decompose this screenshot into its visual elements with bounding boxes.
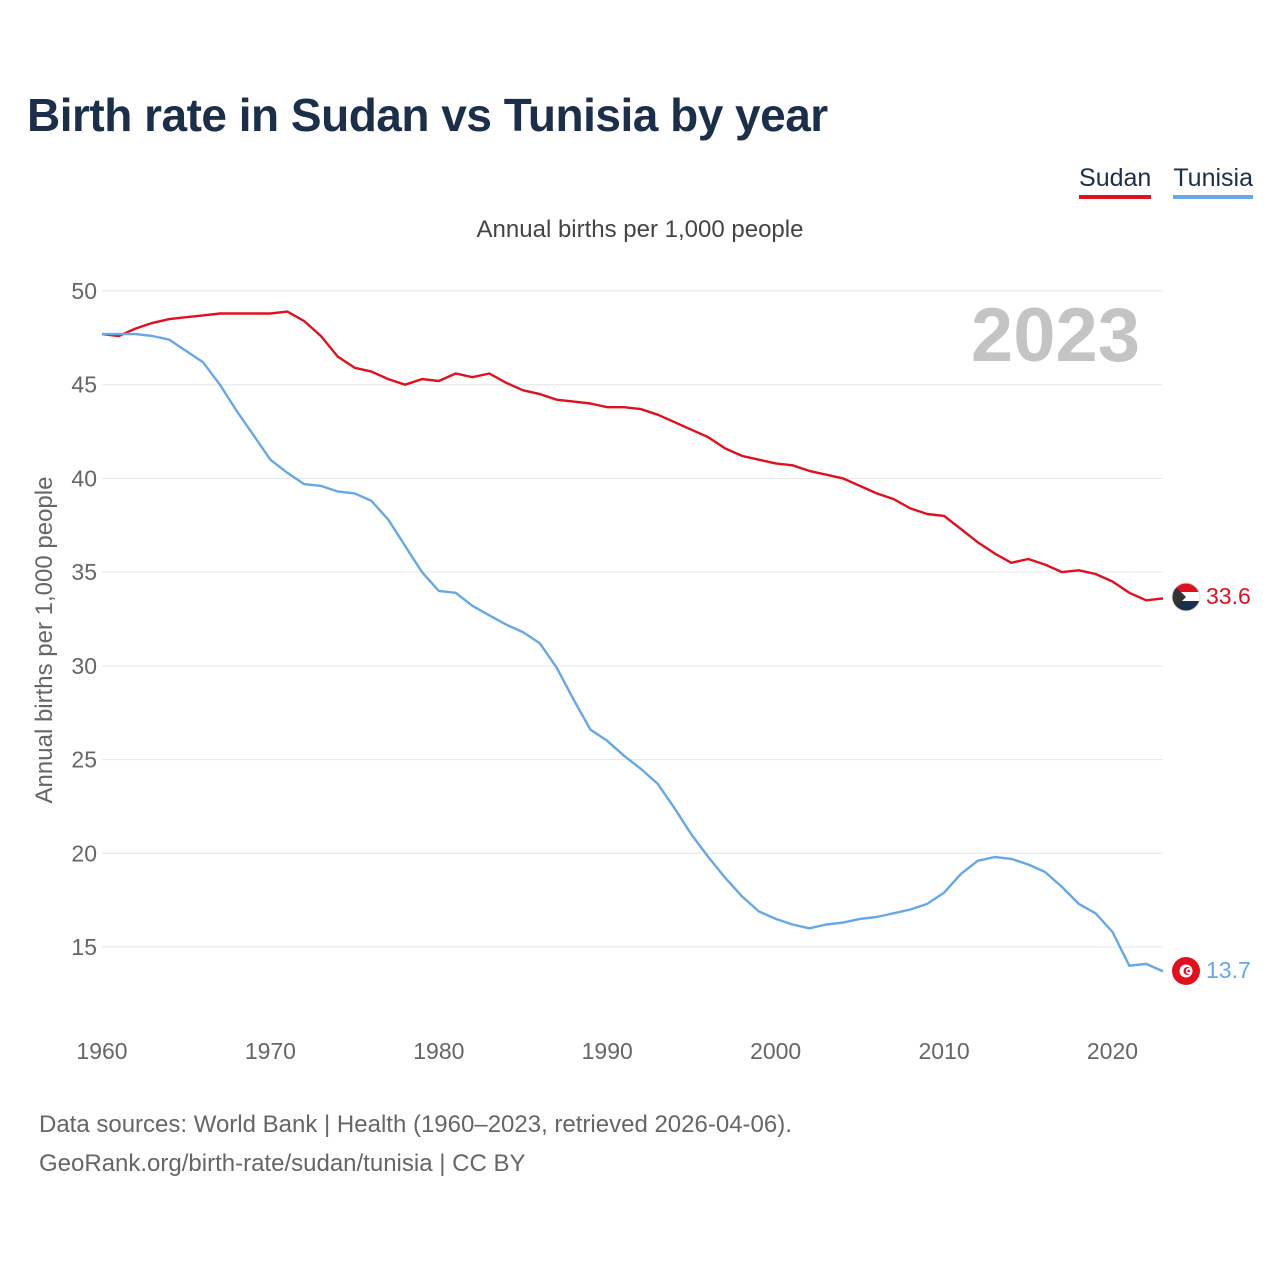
sudan-flag-icon: [1171, 582, 1201, 612]
legend-sudan[interactable]: Sudan: [1079, 164, 1152, 199]
chart-title: Birth rate in Sudan vs Tunisia by year: [27, 89, 828, 141]
y-axis-label: Annual births per 1,000 people: [31, 477, 58, 804]
x-tick-label: 1960: [76, 1038, 127, 1064]
legend-tunisia[interactable]: Tunisia: [1173, 164, 1253, 199]
footer: Data sources: World Bank | Health (1960–…: [39, 1105, 792, 1183]
y-tick-label: 25: [71, 747, 97, 773]
tunisia-flag-icon: [1172, 957, 1200, 985]
sudan-end-value: 33.6: [1206, 583, 1251, 609]
end-markers: 33.6 13.7: [1171, 582, 1251, 985]
series-lines: [101, 310, 1164, 973]
footer-source: Data sources: World Bank | Health (1960–…: [39, 1111, 792, 1138]
y-tick-label: 20: [71, 840, 97, 866]
y-tick-label: 45: [71, 372, 97, 398]
legend: Sudan Tunisia: [1079, 164, 1253, 199]
x-tick-label: 1980: [413, 1038, 464, 1064]
footer-link[interactable]: GeoRank.org/birth-rate/sudan/tunisia | C…: [39, 1150, 526, 1177]
y-tick-label: 35: [71, 559, 97, 585]
x-tick-label: 1990: [582, 1038, 633, 1064]
gridlines: [102, 290, 1163, 948]
x-tick-label: 2000: [750, 1038, 801, 1064]
series-line-tunisia: [102, 332, 1164, 973]
x-tick-label: 2020: [1087, 1038, 1138, 1064]
y-tick-label: 15: [71, 934, 97, 960]
x-tick-label: 2010: [918, 1038, 969, 1064]
y-tick-label: 50: [71, 278, 97, 304]
y-tick-label: 30: [71, 653, 97, 679]
y-tick-label: 40: [71, 465, 97, 491]
series-line-sudan: [101, 310, 1164, 602]
y-axis-ticks: 15 20 25 30 35 40 45 50: [71, 278, 97, 960]
x-tick-label: 1970: [245, 1038, 296, 1064]
x-axis-ticks: 1960 1970 1980 1990 2000 2010 2020: [76, 1038, 1138, 1064]
year-label: 2023: [971, 293, 1140, 378]
tunisia-end-value: 13.7: [1206, 957, 1251, 983]
chart-subtitle: Annual births per 1,000 people: [476, 216, 804, 243]
